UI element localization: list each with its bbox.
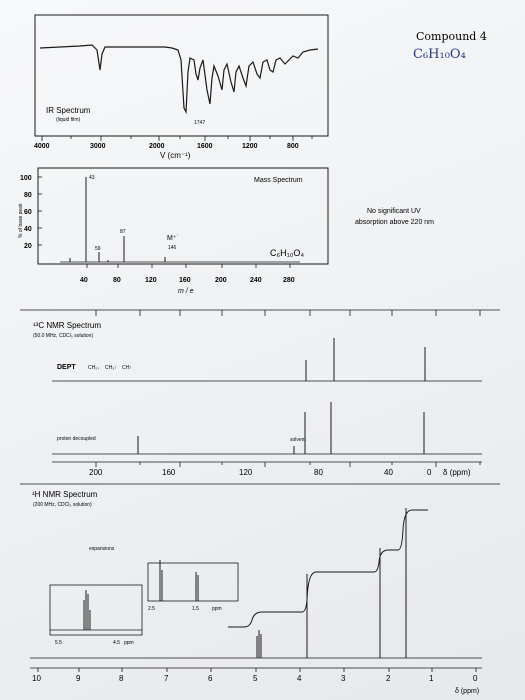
ms-ytick-80: 80 — [24, 192, 32, 199]
c13-x-unit: δ (ppm) — [443, 468, 471, 477]
ms-ytick-20: 20 — [24, 243, 32, 250]
ir-spectrum: IR Spectrum (liquid film) 1747 4000 3000… — [34, 14, 329, 160]
h1-subtitle: (200 MHz, CDCl₃ solution) — [33, 502, 92, 508]
ms-xtick-40: 40 — [80, 277, 88, 284]
c13-dept-label: DEPT — [57, 364, 76, 371]
ms-ytick-40: 40 — [24, 226, 32, 233]
compound-formula-handwritten: C₆H₁₀O₄ — [413, 47, 466, 62]
c13-solvent-label: solvent — [290, 437, 306, 443]
ms-ytick-60: 60 — [24, 209, 32, 216]
c13-nmr-spectrum: ¹³C NMR Spectrum (50.0 MHz, CDCl₃ soluti… — [20, 309, 500, 477]
h1-expansions-label: expansions — [89, 546, 115, 552]
mass-spectrum: Mass Spectrum % of base peak 100 80 60 4… — [18, 167, 329, 295]
h1-xtick-8: 8 — [119, 674, 124, 683]
c13-dept-ch: CH↑ — [122, 365, 132, 371]
h1-xtick-7: 7 — [164, 674, 169, 683]
ms-x-axis-label: m / e — [178, 288, 194, 295]
ms-xtick-120: 120 — [145, 277, 157, 284]
c13-xtick-40: 40 — [384, 468, 393, 477]
c13-dept-ch2: CH₂↓ — [88, 365, 100, 371]
h1-expansion-box-right — [147, 562, 239, 602]
c13-xtick-80: 80 — [314, 468, 323, 477]
c13-title: ¹³C NMR Spectrum — [33, 321, 101, 330]
h1-exp-tick-4-5: 4.5 — [113, 640, 120, 646]
h1-xtick-6: 6 — [208, 674, 213, 683]
ms-title: Mass Spectrum — [254, 177, 303, 184]
h1-xtick-10: 10 — [32, 674, 41, 683]
h1-title: ¹H NMR Spectrum — [32, 490, 98, 499]
h1-exp-tick-ppm-left: ppm — [124, 640, 134, 646]
ms-xtick-160: 160 — [179, 277, 191, 284]
ir-title: IR Spectrum — [46, 106, 91, 115]
h1-exp-tick-5-5: 5.5 — [55, 640, 62, 646]
ms-xtick-200: 200 — [215, 277, 227, 284]
compound-label: Compound 4 — [416, 30, 487, 43]
h1-xtick-1: 1 — [429, 674, 434, 683]
ms-xtick-280: 280 — [283, 277, 295, 284]
ms-frame — [37, 167, 329, 265]
ms-peak-label-59: 59 — [95, 246, 101, 252]
h1-xtick-4: 4 — [297, 674, 302, 683]
ir-peak-label: 1747 — [194, 120, 205, 126]
c13-subtitle: (50.0 MHz, CDCl₃ solution) — [33, 333, 93, 339]
ms-molecular-ion-label: M⁺˙ — [167, 234, 179, 242]
h1-exp-tick-ppm: ppm — [212, 606, 222, 612]
ir-trace — [39, 44, 319, 115]
ms-y-axis-label: % of base peak — [18, 203, 24, 238]
c13-dept-ch3: CH₃↑ — [105, 365, 117, 371]
h1-xtick-0: 0 — [473, 674, 478, 683]
ms-molecular-ion-mass: 146 — [168, 245, 177, 251]
ms-peak-label-43: 43 — [89, 175, 95, 181]
ir-tick-4000: 4000 — [34, 143, 50, 150]
ir-subtitle: (liquid film) — [56, 117, 81, 123]
uv-note-line1: No significant UV — [367, 208, 421, 215]
ir-x-axis-label: V (cm⁻¹) — [160, 151, 191, 160]
h1-integration-curve — [228, 509, 428, 628]
h1-xtick-2: 2 — [386, 674, 391, 683]
c13-xtick-120: 120 — [239, 468, 253, 477]
ms-ytick-100: 100 — [20, 175, 32, 182]
c13-decoupled-label: proton decoupled — [57, 436, 96, 442]
h1-xtick-5: 5 — [253, 674, 258, 683]
ms-xtick-240: 240 — [250, 277, 262, 284]
h1-expansion-box-left — [49, 584, 143, 636]
ir-tick-2000: 2000 — [149, 143, 165, 150]
ms-peak-label-87: 87 — [120, 229, 126, 235]
h1-nmr-spectrum: ¹H NMR Spectrum (200 MHz, CDCl₃ solution… — [20, 483, 500, 695]
c13-xtick-160: 160 — [162, 468, 176, 477]
h1-x-unit: δ (ppm) — [455, 688, 479, 695]
h1-xtick-3: 3 — [341, 674, 346, 683]
h1-exp-tick-1-5: 1.5 — [192, 606, 199, 612]
ir-tick-3000: 3000 — [90, 143, 106, 150]
ms-xtick-80: 80 — [113, 277, 121, 284]
ir-tick-800: 800 — [287, 143, 299, 150]
c13-xtick-200: 200 — [89, 468, 103, 477]
ir-tick-1600: 1600 — [197, 143, 213, 150]
ms-formula: C₆H₁₀O₄ — [270, 248, 304, 258]
ir-tick-1200: 1200 — [242, 143, 258, 150]
c13-xtick-0: 0 — [427, 468, 432, 477]
h1-exp-tick-2-5: 2.5 — [148, 606, 155, 612]
h1-xtick-9: 9 — [76, 674, 81, 683]
uv-note-line2: absorption above 220 nm — [355, 219, 434, 226]
